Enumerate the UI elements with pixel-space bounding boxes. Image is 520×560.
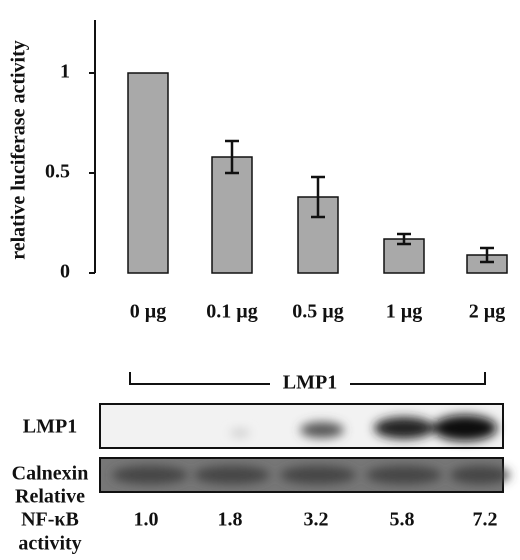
bands — [112, 466, 510, 484]
activity-value: 3.2 — [304, 509, 329, 531]
error-bar — [397, 232, 411, 246]
row-label: activity — [18, 533, 81, 555]
activity-value: 7.2 — [473, 509, 498, 531]
activity-value: 1.8 — [218, 509, 243, 531]
bracket — [129, 372, 486, 385]
bands — [230, 415, 497, 441]
row-label: Calnexin — [12, 463, 89, 485]
x-tick-label: 2 µg — [469, 301, 506, 323]
x-tick-label: 0 µg — [130, 301, 167, 323]
y-tick-label: 0 — [60, 261, 70, 283]
bar — [127, 72, 169, 274]
error-bar — [225, 139, 239, 175]
activity-value: 1.0 — [134, 509, 159, 531]
x-tick-label: 0.5 µg — [292, 301, 344, 323]
bar — [211, 156, 253, 274]
row-label: LMP1 — [23, 416, 77, 438]
error-bar — [311, 175, 325, 219]
x-tick-label: 1 µg — [386, 301, 423, 323]
group-label: LMP1 — [283, 372, 337, 394]
x-tick-label: 0.1 µg — [206, 301, 258, 323]
y-tick-label: 0.5 — [45, 161, 70, 183]
row-label: Relative — [15, 486, 85, 508]
activity-value: 5.8 — [390, 509, 415, 531]
y-tick-label: 1 — [60, 61, 70, 83]
y-axis-label: relative luciferase activity — [8, 40, 30, 260]
error-bar — [480, 246, 494, 264]
row-label: NF-κB — [21, 509, 79, 531]
